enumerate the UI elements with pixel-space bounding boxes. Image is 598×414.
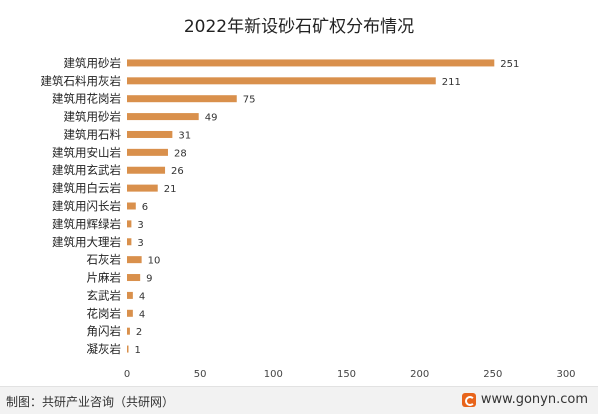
- bar: [127, 202, 136, 210]
- data-label: 211: [442, 77, 461, 88]
- bar: [127, 148, 168, 156]
- bar: [127, 327, 130, 335]
- chart-title: 2022年新设砂石矿权分布情况: [183, 17, 415, 37]
- data-label: 251: [500, 59, 519, 70]
- footer-logo[interactable]: www.gonyn.com: [461, 392, 588, 407]
- category-label: 建筑用辉绿岩: [52, 217, 121, 231]
- category-label: 建筑用安山岩: [52, 145, 121, 159]
- category-label: 建筑用大理岩: [52, 235, 121, 249]
- x-tick-label: 150: [337, 369, 356, 380]
- bar: [127, 77, 436, 85]
- category-label: 玄武岩: [87, 288, 122, 302]
- x-tick-label: 300: [556, 369, 575, 380]
- bar: [127, 59, 495, 67]
- data-label: 1: [135, 345, 141, 356]
- category-label: 建筑用砂岩: [64, 56, 122, 70]
- data-label: 21: [164, 184, 177, 195]
- bar: [127, 291, 133, 299]
- category-label: 建筑用砂岩: [64, 110, 122, 124]
- category-label: 建筑用石料: [64, 127, 122, 141]
- bar: [127, 130, 173, 138]
- data-label: 4: [139, 309, 145, 320]
- data-label: 75: [243, 95, 256, 106]
- data-label: 6: [142, 202, 148, 213]
- category-label: 花岗岩: [87, 306, 122, 320]
- data-label: 26: [171, 166, 184, 177]
- x-tick-label: 0: [124, 369, 130, 380]
- bar: [127, 166, 166, 174]
- category-label: 片麻岩: [87, 271, 122, 285]
- data-label: 10: [148, 256, 161, 267]
- category-label: 建筑用玄武岩: [52, 163, 121, 177]
- footer-bar: 制图：共研产业咨询（共研网） www.gonyn.com: [0, 386, 598, 414]
- data-label: 49: [205, 113, 218, 124]
- data-label: 2: [136, 327, 142, 338]
- data-label: 4: [139, 291, 145, 302]
- category-label: 建筑用白云岩: [52, 181, 121, 195]
- bar: [127, 256, 142, 264]
- bar: [127, 184, 158, 192]
- data-label: 9: [146, 274, 152, 285]
- gonyn-logo-icon: [461, 392, 476, 407]
- website-link[interactable]: www.gonyn.com: [480, 392, 588, 407]
- category-label: 角闪岩: [87, 324, 122, 338]
- bar: [127, 113, 199, 121]
- data-label: 28: [174, 148, 187, 159]
- bar: [127, 220, 132, 228]
- category-label: 建筑用闪长岩: [52, 199, 121, 213]
- data-label: 31: [178, 130, 191, 141]
- category-label: 建筑石料用灰岩: [41, 74, 122, 88]
- category-label: 石灰岩: [87, 253, 122, 267]
- bar: [127, 238, 132, 246]
- bar: [127, 309, 133, 317]
- x-tick-label: 200: [410, 369, 429, 380]
- data-label: 3: [137, 238, 143, 249]
- bar: [127, 345, 129, 353]
- x-tick-label: 100: [264, 369, 283, 380]
- bar: [127, 274, 141, 282]
- x-tick-label: 50: [194, 369, 207, 380]
- source-text: 制图：共研产业咨询（共研网）: [6, 395, 175, 409]
- x-tick-label: 250: [483, 369, 502, 380]
- bar: [127, 95, 237, 103]
- category-label: 建筑用花岗岩: [52, 92, 121, 106]
- category-label: 凝灰岩: [87, 342, 122, 356]
- data-label: 3: [137, 220, 143, 231]
